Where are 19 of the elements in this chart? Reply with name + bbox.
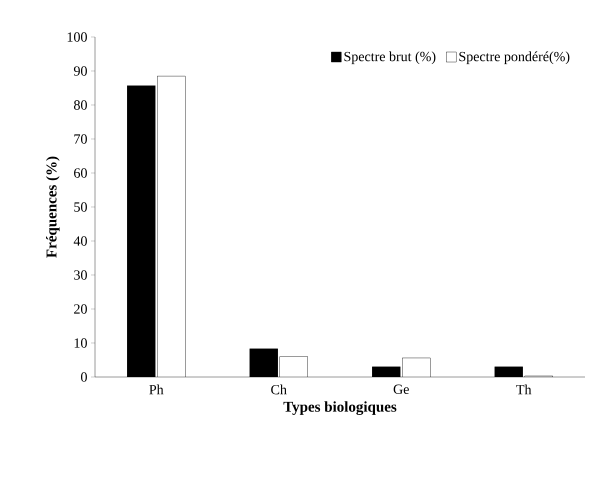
- x-tick-label: Th: [516, 384, 532, 394]
- x-tick-label: Ch: [271, 384, 287, 394]
- y-tick-label: 10: [74, 338, 87, 348]
- y-axis-title: Fréquences (%): [46, 156, 60, 258]
- y-tick-label: 100: [68, 32, 87, 42]
- x-axis-title: Types biologiques: [283, 401, 396, 415]
- y-tick-label: 20: [74, 304, 87, 314]
- x-tick-label: Ph: [149, 384, 164, 394]
- y-tick-label: 60: [74, 168, 87, 178]
- legend-label: Spectre pondéré(%): [459, 51, 570, 64]
- x-tick-label: Ge: [394, 384, 409, 394]
- legend-label: Spectre brut (%): [344, 51, 436, 64]
- y-tick-label: 0: [81, 372, 87, 382]
- y-tick-label: 50: [74, 202, 87, 212]
- y-tick-label: 70: [74, 134, 87, 144]
- y-tick-label: 30: [74, 270, 87, 280]
- y-tick-label: 40: [74, 236, 87, 246]
- y-tick-label: 80: [74, 100, 87, 110]
- y-tick-label: 90: [74, 66, 87, 76]
